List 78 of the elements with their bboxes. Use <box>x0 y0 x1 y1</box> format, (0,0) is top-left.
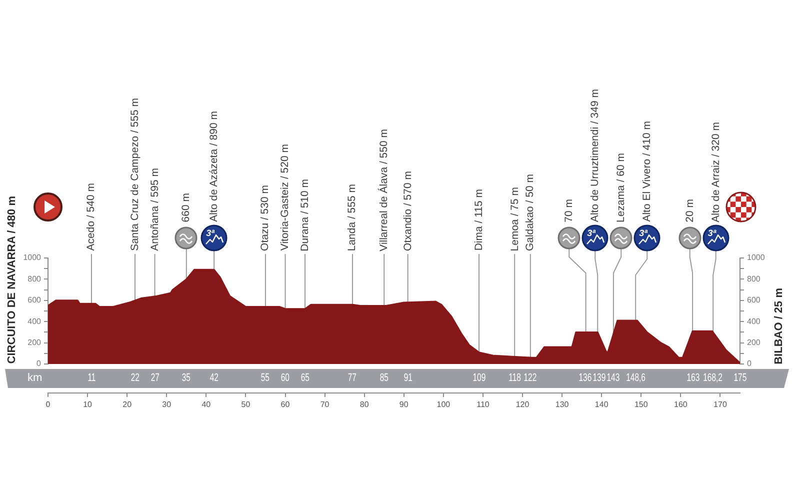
ref-line-label: Lemoa / 75 m <box>508 186 521 251</box>
x-tick-label: 0 <box>46 400 51 410</box>
ref-line-label: 20 m <box>684 198 696 222</box>
ref-line-label: Acedo / 540 m <box>85 183 98 251</box>
ref-line-label: Alto de Azázeta / 890 m <box>208 111 220 222</box>
x-tick-label: 150 <box>634 400 648 410</box>
text: 3ª <box>639 228 648 238</box>
x-tick-label: 60 <box>280 400 290 410</box>
x2-tick-label: 60 <box>281 372 290 385</box>
x-tick-label: 110 <box>476 400 490 410</box>
ref-line-label: Otazu / 530 m <box>259 185 272 251</box>
ref-line-label: Alto de Arraiz / 320 m <box>710 122 722 222</box>
x-tick-label: 10 <box>83 400 93 410</box>
ref-line-label: Galdakao / 50 m <box>524 174 536 251</box>
y-tick-label: 200 <box>28 338 42 348</box>
x2-tick-label: 148,6 <box>626 372 645 385</box>
text: 3ª <box>708 228 716 238</box>
text: 3ª <box>587 228 596 238</box>
x2-tick-label: 42 <box>210 372 218 385</box>
y-tick-label: 0 <box>36 359 42 368</box>
y2-tick-label: 0 <box>747 359 752 368</box>
x-tick-label: 130 <box>555 400 570 410</box>
ref-line-label: Santa Cruz de Campezo / 555 m <box>128 98 141 251</box>
y-tick-label: 400 <box>28 316 42 326</box>
ref-line-label: Alto de Urruztimendi / 349 m <box>589 88 602 222</box>
x2-tick-label: 35 <box>182 372 191 385</box>
x2-tick-label: 175 <box>734 372 747 385</box>
x2-tick-label: 109 <box>472 372 486 385</box>
ref-line-label: 660 m <box>180 192 192 222</box>
ref-line-label: Vitoria-Gasteiz / 520 m <box>279 144 292 251</box>
x-tick-label: 80 <box>360 400 370 410</box>
x-tick-label: 30 <box>162 400 172 410</box>
x-tick-label: 70 <box>320 400 330 410</box>
ref-line-label: Lezama / 60 m <box>615 152 628 222</box>
x2-tick-label: 27 <box>150 372 160 385</box>
x2-axis-title: km <box>28 372 42 385</box>
x2-tick-label: 65 <box>300 372 310 385</box>
ref-line-label: Villarreal de Álava / 550 m <box>378 128 390 251</box>
x-tick-label: 170 <box>714 400 728 410</box>
y-tick-label: 800 <box>28 274 42 284</box>
text: BILBAO / 25 m <box>772 288 786 364</box>
x2-tick-label: 136 <box>578 372 592 385</box>
x2-tick-label: 143 <box>607 372 620 385</box>
text: 3ª <box>206 228 214 238</box>
x-tick-label: 140 <box>594 400 609 410</box>
x2-tick-label: 11 <box>88 372 96 385</box>
x2-tick-label: 122 <box>524 372 538 385</box>
ref-line-label: Dima / 115 m <box>473 189 486 251</box>
y2-tick-label: 600 <box>747 296 761 305</box>
x2-tick-label: 85 <box>380 372 389 385</box>
y-tick-label: 1000 <box>23 253 42 262</box>
x-tick-label: 100 <box>436 400 451 410</box>
x2-tick-label: 168,2 <box>703 372 723 385</box>
y2-tick-label: 400 <box>747 316 761 326</box>
ref-line-label: Durana / 510 m <box>299 178 312 251</box>
x-tick-label: 120 <box>516 400 530 410</box>
x2-tick-label: 55 <box>261 372 270 385</box>
x-tick-label: 50 <box>241 400 251 410</box>
ref-line-label: Otxandio / 570 m <box>402 171 414 251</box>
x2-tick-label: 77 <box>348 372 357 385</box>
x-tick-label: 20 <box>122 400 132 410</box>
y2-tick-label: 1000 <box>747 253 766 262</box>
x-tick-label: 90 <box>399 400 409 410</box>
x2-tick-label: 118 <box>508 372 521 385</box>
x-tick-label: 40 <box>202 400 212 410</box>
x2-tick-label: 139 <box>592 372 606 385</box>
ref-line-label: Landa / 555 m <box>346 184 358 251</box>
x2-tick-label: 91 <box>404 372 412 385</box>
y-tick-label: 600 <box>28 296 42 305</box>
ref-line-label: Antoñana / 595 m <box>148 168 161 251</box>
text: CIRCUITO DE NAVARRA / 480 m <box>6 196 18 364</box>
y2-tick-label: 200 <box>747 338 761 348</box>
x2-tick-label: 163 <box>686 372 700 385</box>
x2-tick-label: 22 <box>130 372 140 385</box>
x-tick-label: 160 <box>674 400 688 410</box>
ref-line-label: Alto El Vivero / 410 m <box>641 121 654 222</box>
ref-line-label: 70 m <box>563 198 576 222</box>
y2-tick-label: 800 <box>747 274 761 284</box>
